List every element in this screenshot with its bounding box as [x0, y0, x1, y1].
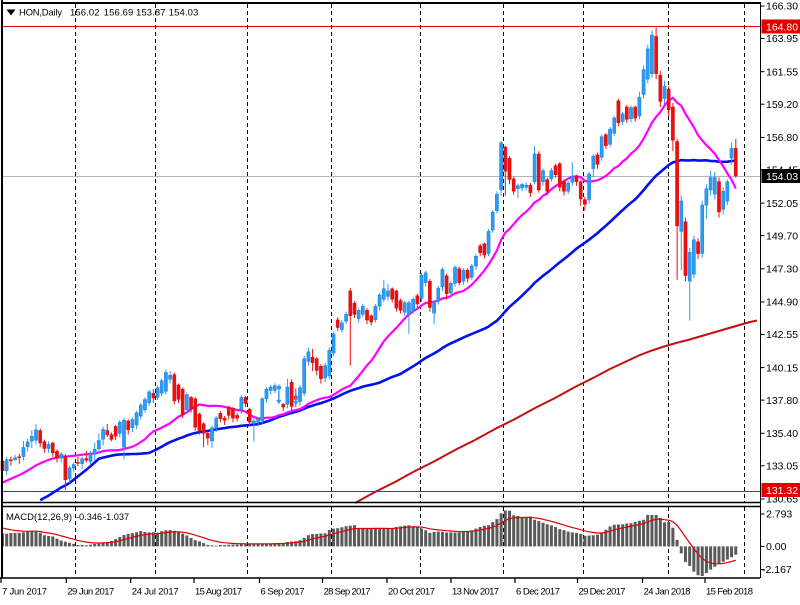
- svg-text:166.30: 166.30: [766, 1, 798, 13]
- svg-text:13 Nov 2017: 13 Nov 2017: [452, 587, 499, 598]
- svg-text:15 Feb 2018: 15 Feb 2018: [706, 587, 753, 598]
- svg-text:159.20: 159.20: [766, 99, 798, 111]
- svg-text:153.87: 153.87: [136, 8, 166, 19]
- svg-text:163.95: 163.95: [766, 33, 798, 45]
- svg-text:131.32: 131.32: [766, 485, 798, 497]
- svg-text:7 Jun 2017: 7 Jun 2017: [2, 587, 47, 598]
- svg-text:164.80: 164.80: [766, 21, 798, 33]
- svg-text:6 Dec 2017: 6 Dec 2017: [516, 587, 560, 598]
- svg-text:24 Jan 2018: 24 Jan 2018: [644, 587, 691, 598]
- svg-text:147.30: 147.30: [766, 264, 798, 276]
- svg-text:156.69: 156.69: [104, 8, 134, 19]
- svg-text:156.80: 156.80: [766, 132, 798, 144]
- svg-text:-1.037: -1.037: [103, 512, 129, 522]
- svg-text:156.02: 156.02: [70, 8, 100, 19]
- svg-text:20 Oct 2017: 20 Oct 2017: [388, 587, 435, 598]
- svg-text:-0.346: -0.346: [76, 512, 102, 522]
- svg-text:MACD(12,26,9): MACD(12,26,9): [6, 512, 72, 523]
- svg-text:144.90: 144.90: [766, 297, 798, 309]
- svg-text:HON,Daily: HON,Daily: [19, 8, 62, 19]
- svg-text:149.70: 149.70: [766, 230, 798, 242]
- svg-text:137.80: 137.80: [766, 395, 798, 407]
- svg-text:161.55: 161.55: [766, 66, 798, 78]
- svg-text:29 Jun 2017: 29 Jun 2017: [67, 587, 114, 598]
- svg-text:29 Dec 2017: 29 Dec 2017: [579, 587, 626, 598]
- svg-text:6 Sep 2017: 6 Sep 2017: [261, 587, 305, 598]
- svg-text:152.05: 152.05: [766, 198, 798, 210]
- svg-text:135.40: 135.40: [766, 428, 798, 440]
- svg-text:-2.167: -2.167: [762, 564, 792, 576]
- svg-text:154.03: 154.03: [766, 171, 798, 183]
- svg-text:140.15: 140.15: [766, 362, 798, 374]
- svg-text:0.00: 0.00: [766, 541, 787, 553]
- svg-text:24 Jul 2017: 24 Jul 2017: [132, 587, 179, 598]
- svg-text:154.03: 154.03: [169, 8, 199, 19]
- svg-text:15 Aug 2017: 15 Aug 2017: [195, 587, 242, 598]
- svg-text:28 Sep 2017: 28 Sep 2017: [324, 587, 371, 598]
- svg-text:2.793: 2.793: [766, 509, 792, 521]
- svg-text:133.05: 133.05: [766, 461, 798, 473]
- svg-text:142.55: 142.55: [766, 329, 798, 341]
